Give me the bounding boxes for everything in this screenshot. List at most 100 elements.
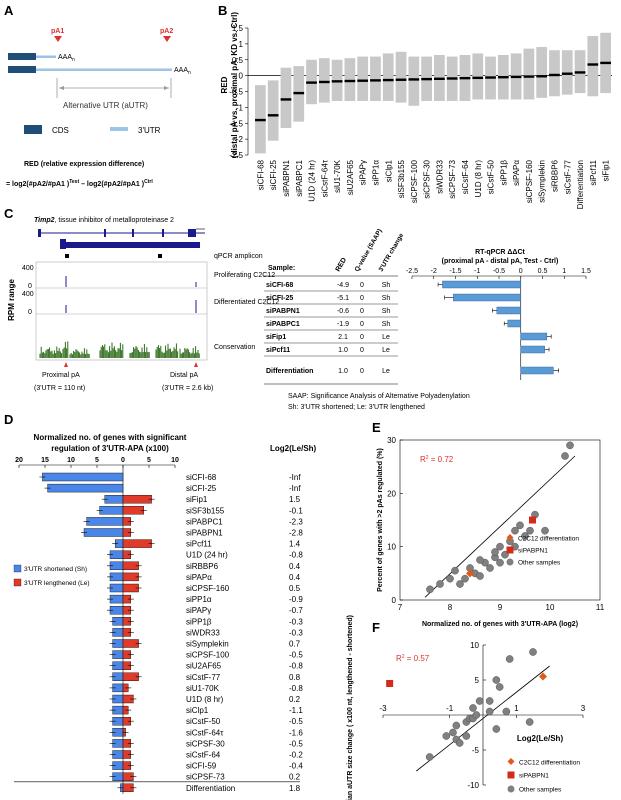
b-range-bar <box>267 80 279 141</box>
d-category-label: siCstF-64τ <box>186 728 224 737</box>
exon-last <box>188 229 196 237</box>
b-category-label: siSF3b155 <box>397 159 406 198</box>
exon-3 <box>132 229 134 237</box>
e-legend-square <box>506 546 514 554</box>
rtqpcr-table: siCFI-68 -4.9 0 Sh siCFI-25 -5.1 0 Sh siPABPN1 -0… <box>264 282 398 375</box>
b-median-mark <box>485 76 496 79</box>
b-median-mark <box>472 76 484 80</box>
d-category-label: siU2AF65 <box>186 662 222 671</box>
y-400-b: 400 <box>22 291 34 298</box>
gene-title: Timp2, tissue inhibitor of metalloprotei… <box>34 217 174 224</box>
b-median-mark <box>446 77 458 80</box>
d-bar-shortened <box>47 483 124 493</box>
e-point <box>456 580 464 588</box>
d-xtick-label: 5 <box>147 457 151 464</box>
rtqpcr-xtick-label: -1.5 <box>449 268 461 275</box>
b-category-label: siFip1 <box>602 159 611 181</box>
table-header-change: 3'UTR change <box>378 232 406 273</box>
f-point <box>469 704 477 712</box>
utr-long <box>36 68 172 71</box>
b-median-mark <box>293 91 305 95</box>
f-point <box>442 732 451 740</box>
d-category-label: siPABPC1 <box>186 517 223 526</box>
d-bar-shortened <box>83 528 124 537</box>
b-category-label: siSymplekin <box>538 160 547 203</box>
d-category-label: siCFI-25 <box>186 484 217 493</box>
d-log2-value: 0.2 <box>289 773 301 782</box>
panel-d: D Normalized no. of genes with significa… <box>4 412 317 794</box>
f-legend-label: Other samples <box>519 787 562 794</box>
rtqpcr-xtick-label: 0 <box>519 268 523 275</box>
e-ytick-label: 10 <box>387 543 396 552</box>
d-xtick-label: 20 <box>15 457 23 464</box>
f-ytick-label: -10 <box>467 781 479 790</box>
track3-label: Conservation <box>214 344 255 351</box>
d-category-label: U1D (24 hr) <box>186 551 228 560</box>
f-ytick-label: 10 <box>470 641 479 650</box>
panel-label-c: C <box>4 206 14 221</box>
rtqpcr-xtick-label: -0.5 <box>493 268 505 275</box>
e-legend-label: siPABPN1 <box>518 548 548 555</box>
f-r2: R2 = 0.57 <box>396 654 430 663</box>
d-xtick-label: 10 <box>171 457 179 464</box>
d-bar-lengthened <box>122 495 152 504</box>
polya-tail-1: AAAn <box>58 54 75 63</box>
b-range-bar <box>382 53 394 102</box>
b-range-bar <box>472 53 484 100</box>
d-log2-value: -2.8 <box>289 529 303 538</box>
panel-f: F -3 -1 1 3 10 5 -5 -10 Log2(Le/Sh) Median aUTR s… <box>347 615 586 800</box>
f-point <box>425 753 434 761</box>
b-range-bar <box>357 56 369 102</box>
amplicon-label: qPCR amplicon <box>214 253 263 260</box>
f-fit-line <box>416 665 550 772</box>
cds-box-2 <box>8 66 36 73</box>
y-0-a: 0 <box>28 283 32 290</box>
b-range-bar <box>561 50 573 95</box>
table-cell-sample: siCFI-68 <box>266 282 293 289</box>
e-legend-diamond <box>506 534 514 541</box>
b-ytick-label: -2 <box>236 135 244 144</box>
b-category-label: siCPSF-30 <box>423 159 432 198</box>
f-legend-circle <box>507 785 515 793</box>
d-category-label: Differentiation <box>186 784 235 793</box>
b-category-label: siCPSF-160 <box>525 159 534 203</box>
b-category-label: siPAPα <box>512 160 521 186</box>
exon-4 <box>162 229 164 237</box>
legend-sh-swatch <box>13 564 22 573</box>
e-ytick-label: 20 <box>387 489 396 498</box>
d-log2-value: -Inf <box>289 473 301 482</box>
e-point <box>476 556 484 564</box>
b-median-mark <box>267 114 279 117</box>
autr-label: Alternative UTR (aUTR) <box>63 101 148 110</box>
e-point <box>451 566 459 575</box>
d-category-label: siCFI-68 <box>186 473 217 482</box>
table-cell-sample: siPcf11 <box>266 347 290 354</box>
b-range-bar <box>408 56 420 106</box>
conservation-track <box>39 341 200 358</box>
b-category-label: siPcf11 <box>589 159 598 185</box>
d-log2-value: -0.2 <box>289 751 303 760</box>
panel-label-d: D <box>4 412 13 427</box>
table-cell-q: 0 <box>360 321 364 328</box>
table-cell-red: -1.9 <box>337 321 349 328</box>
d-log2-value: -2.3 <box>289 517 303 526</box>
d-bar-shortened <box>99 506 124 515</box>
b-category-label: siPP1α <box>371 160 380 186</box>
f-diff-point <box>539 672 547 681</box>
table-cell-q: 0 <box>360 334 364 341</box>
rtqpcr-bar <box>496 306 521 315</box>
cds-legend-label: CDS <box>52 126 69 135</box>
b-category-label: siClp1 <box>384 159 393 182</box>
e-point <box>491 548 499 556</box>
b-median-mark <box>408 78 420 81</box>
d-category-label: siCPSF-30 <box>186 739 225 748</box>
d-category-label: siPAPα <box>186 573 212 582</box>
d-category-label: siPP1β <box>186 617 212 626</box>
b-category-label: siWDR33 <box>435 159 444 193</box>
b-category-label: Differentiation <box>576 160 585 209</box>
exon-1 <box>38 229 41 237</box>
panel-b: B RED (distal pA vs. proximal pA, KD vs.… <box>218 3 612 209</box>
e-r2: R2 = 0.72 <box>420 455 454 464</box>
d-log2-value: 0.7 <box>289 640 301 649</box>
